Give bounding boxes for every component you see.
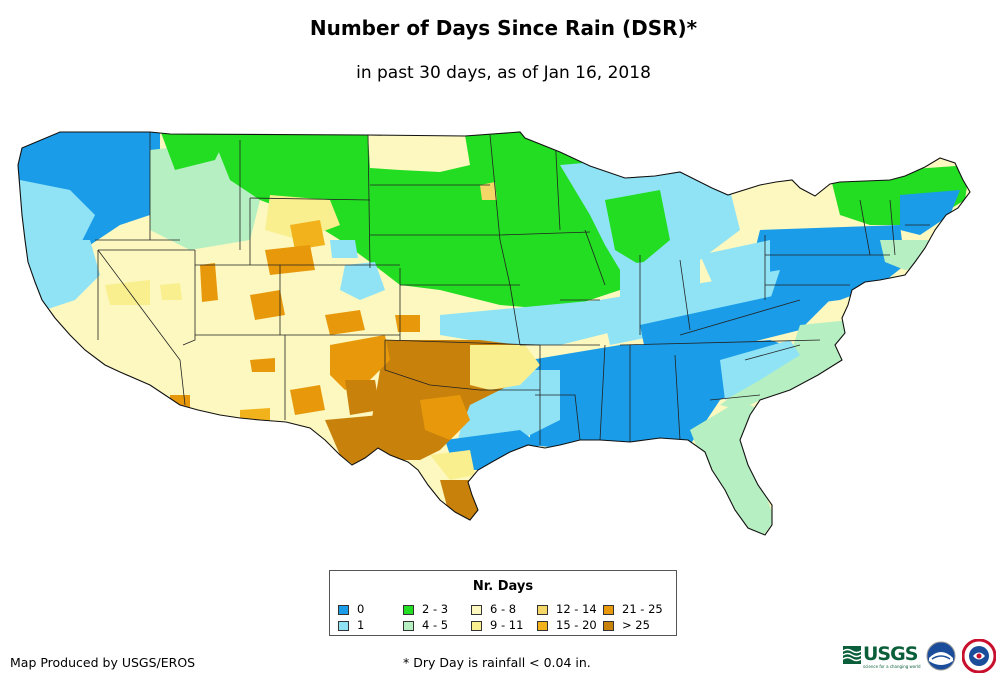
legend-swatch — [471, 604, 482, 615]
legend-item-6: 12 - 14 — [537, 603, 597, 615]
legend-label: 15 - 20 — [556, 618, 597, 632]
legend-item-2: 2 - 3 — [403, 603, 448, 615]
legend-label: 6 - 8 — [490, 602, 517, 616]
legend-swatch — [603, 620, 614, 631]
legend-label: 21 - 25 — [622, 602, 663, 616]
legend-label: 0 — [357, 602, 365, 616]
legend-item-1: 1 — [338, 619, 364, 631]
legend-swatch — [471, 620, 482, 631]
noaa-logo-icon — [926, 641, 956, 671]
legend-label: 12 - 14 — [556, 602, 597, 616]
legend-item-4: 6 - 8 — [471, 603, 516, 615]
usgs-tagline: science for a changing world — [863, 664, 921, 669]
map-subtitle: in past 30 days, as of Jan 16, 2018 — [356, 63, 651, 83]
legend-swatch — [537, 620, 548, 631]
legend-label: 1 — [357, 618, 365, 632]
usgs-logo: USGS science for a changing world — [843, 643, 921, 669]
legend-label: 9 - 11 — [490, 618, 524, 632]
legend-swatch — [403, 604, 414, 615]
legend-label: 4 - 5 — [422, 618, 449, 632]
legend-item-3: 4 - 5 — [403, 619, 448, 631]
map-title: Number of Days Since Rain (DSR)* — [309, 16, 698, 40]
producer-credit: Map Produced by USGS/EROS — [10, 655, 196, 670]
dsr-map — [17, 131, 971, 536]
legend-item-7: 15 - 20 — [537, 619, 597, 631]
dry-day-note: * Dry Day is rainfall < 0.04 in. — [403, 655, 591, 670]
map-legend: Nr. Days 0 1 2 - 3 4 - 5 6 - 8 9 - 11 12… — [329, 570, 677, 636]
legend-item-9: > 25 — [603, 619, 650, 631]
legend-swatch — [338, 620, 349, 631]
legend-item-5: 9 - 11 — [471, 619, 523, 631]
legend-swatch — [603, 604, 614, 615]
legend-label: 2 - 3 — [422, 602, 449, 616]
legend-swatch — [537, 604, 548, 615]
legend-item-0: 0 — [338, 603, 364, 615]
legend-swatch — [338, 604, 349, 615]
legend-item-8: 21 - 25 — [603, 603, 663, 615]
usgs-wave-icon — [843, 646, 861, 664]
nws-logo-icon — [962, 639, 996, 673]
legend-label: > 25 — [622, 618, 650, 632]
usgs-wordmark: USGS — [863, 643, 918, 665]
legend-title: Nr. Days — [472, 579, 534, 594]
legend-swatch — [403, 620, 414, 631]
